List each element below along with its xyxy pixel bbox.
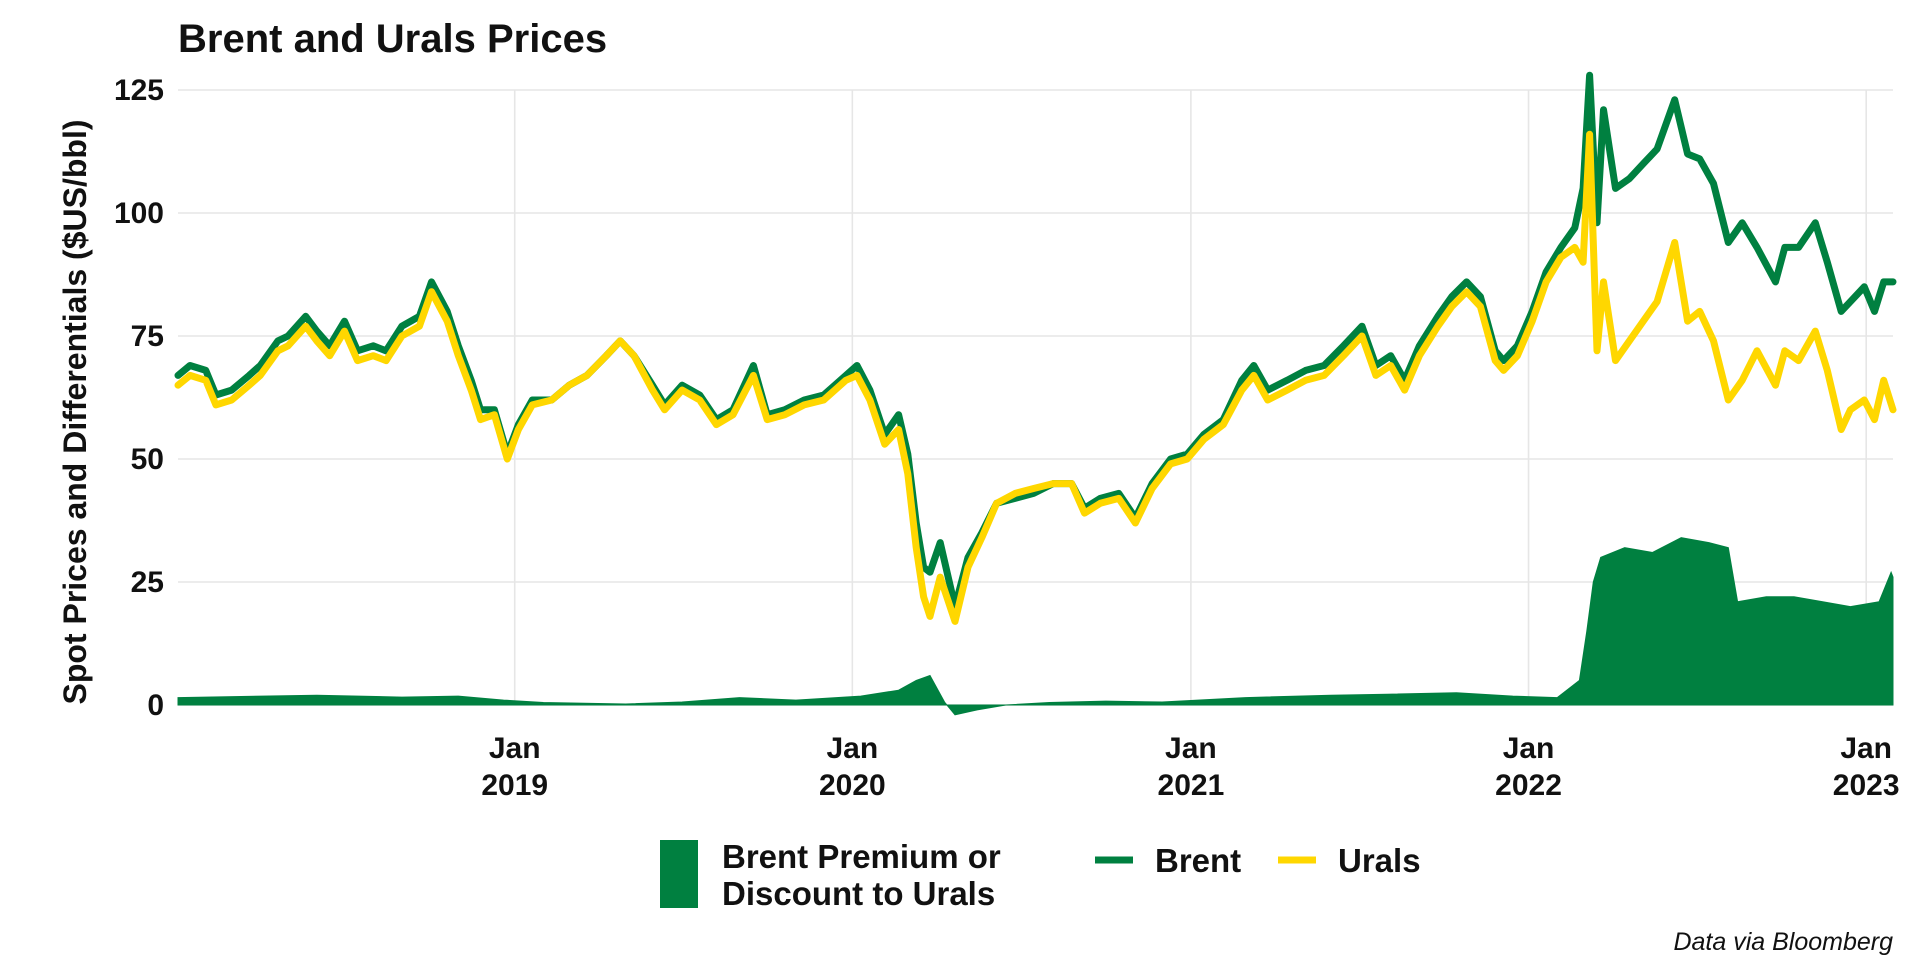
x-tick-label-year-2023: 2023 bbox=[1833, 769, 1900, 802]
x-tick-label-month-2022: Jan bbox=[1503, 732, 1555, 765]
x-tick-label-month-2023: Jan bbox=[1840, 732, 1892, 765]
y-tick-label-100: 100 bbox=[114, 197, 164, 230]
x-tick-label-year-2021: 2021 bbox=[1158, 769, 1225, 802]
y-tick-label-0: 0 bbox=[147, 689, 164, 722]
y-axis-title: Spot Prices and Differentials ($US/bbl) bbox=[57, 120, 93, 705]
chart-title: Brent and Urals Prices bbox=[178, 17, 607, 61]
y-tick-label-75: 75 bbox=[131, 320, 164, 353]
x-tick-label-year-2019: 2019 bbox=[481, 769, 548, 802]
caption: Data via Bloomberg bbox=[1673, 928, 1893, 956]
legend-premium-label-line2: Discount to Urals bbox=[722, 875, 995, 912]
grid bbox=[178, 89, 1893, 706]
y-tick-label-125: 125 bbox=[114, 74, 164, 107]
premium-area bbox=[177, 537, 1894, 716]
x-axis-ticks: Jan 2019 Jan 2020 Jan 2021 Jan 2022 Jan 2023 bbox=[481, 732, 1899, 802]
legend-premium-swatch bbox=[660, 840, 698, 908]
y-axis-ticks: 0 25 50 75 100 125 bbox=[114, 74, 164, 722]
series-line-urals bbox=[174, 130, 1897, 625]
x-tick-label-month-2019: Jan bbox=[489, 732, 541, 765]
x-tick-label-year-2020: 2020 bbox=[819, 769, 886, 802]
x-tick-label-month-2020: Jan bbox=[826, 732, 878, 765]
legend: Brent Premium or Discount to Urals Brent… bbox=[660, 838, 1421, 912]
legend-urals-label: Urals bbox=[1338, 842, 1421, 879]
price-lines-group bbox=[174, 71, 1897, 625]
series-line-brent bbox=[174, 71, 1897, 611]
premium-area-group bbox=[177, 537, 1894, 716]
y-tick-label-25: 25 bbox=[131, 566, 164, 599]
x-tick-label-year-2022: 2022 bbox=[1495, 769, 1562, 802]
x-tick-label-month-2021: Jan bbox=[1165, 732, 1217, 765]
legend-premium-label-line1: Brent Premium or bbox=[722, 838, 1001, 875]
y-tick-label-50: 50 bbox=[131, 443, 164, 476]
legend-brent-label: Brent bbox=[1155, 842, 1241, 879]
